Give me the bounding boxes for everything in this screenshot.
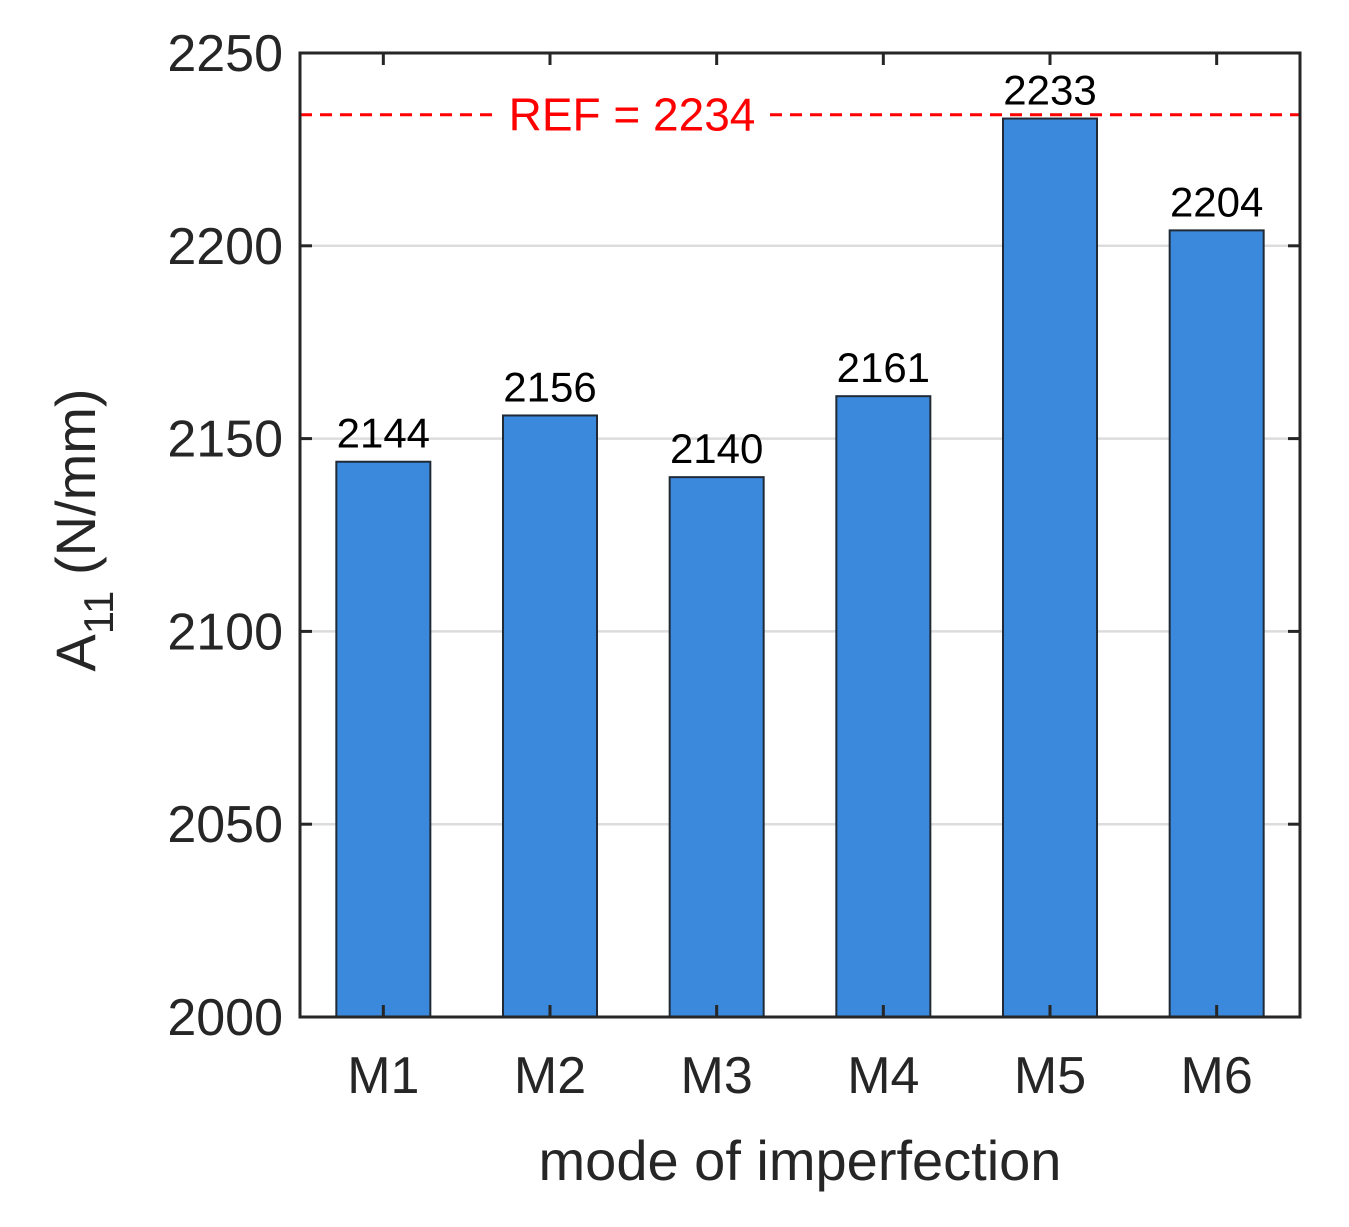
data-label-m5: 2233 [1003,67,1096,114]
reference-line-group: REF = 2234 [300,89,1300,141]
y-tick-label: 2250 [167,25,283,83]
y-axis-title-unit: (N/mm) [44,388,107,590]
data-label-m6: 2204 [1170,178,1263,225]
bar-m1 [335,460,432,1018]
y-axis-title-subscript: 11 [75,591,122,635]
x-tick-label: M3 [681,1047,753,1105]
data-labels: 2144 2156 2140 2161 2233 2204 [337,67,1264,473]
bar-m2 [502,414,598,1018]
grid-lines [300,244,1300,826]
axis-ticks [300,51,1300,1019]
y-tick-label: 2200 [167,218,283,276]
x-tick-label: M4 [847,1047,919,1105]
y-tick-label: 2100 [167,603,283,661]
bar-m5 [1002,117,1098,1018]
reference-label: REF = 2234 [509,89,756,141]
x-tick-label: M6 [1181,1047,1253,1105]
bars [335,117,1265,1019]
data-label-m3: 2140 [670,425,763,472]
bar-m3 [668,476,765,1019]
data-label-m1: 2144 [337,410,430,457]
plot-frame [298,51,1302,1019]
x-tick-label: M1 [347,1047,419,1105]
bar-m4 [835,395,932,1018]
x-tick-label: M2 [514,1047,586,1105]
y-axis-title-main: A [44,634,107,672]
y-tick-labels: 2000 2050 2100 2150 2200 2250 [167,25,283,1047]
x-tick-label: M5 [1014,1047,1086,1105]
y-axis-title: A11 (N/mm) [44,388,122,671]
x-tick-labels: M1 M2 M3 M4 M5 M6 [347,1047,1253,1105]
y-tick-label: 2000 [167,989,283,1047]
bar-m6 [1168,229,1265,1019]
data-label-m4: 2161 [837,344,930,391]
y-tick-label: 2050 [167,796,283,854]
data-label-m2: 2156 [503,363,596,410]
x-axis-title: mode of imperfection [539,1129,1062,1192]
y-tick-label: 2150 [167,411,283,469]
